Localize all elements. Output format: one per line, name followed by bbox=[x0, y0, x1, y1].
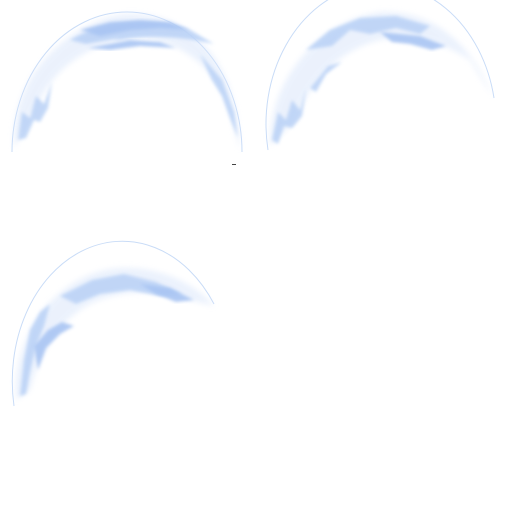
arc-streak-3d bbox=[140, 284, 194, 302]
arc-streak-2a bbox=[272, 88, 306, 144]
arc-streak-3c bbox=[60, 274, 182, 304]
slash-arc-frame-3 bbox=[11, 240, 215, 407]
slash-arc-frame-1 bbox=[11, 11, 243, 153]
arc-outline-2 bbox=[265, 0, 495, 151]
arc-streak-2b bbox=[306, 16, 430, 50]
arc-glow-1 bbox=[13, 13, 241, 150]
frame-marker bbox=[232, 164, 236, 165]
arc-glow-2 bbox=[269, 11, 492, 146]
arc-outline-3 bbox=[11, 240, 215, 407]
arc-streak-1a bbox=[18, 82, 52, 140]
arc-streak-1e bbox=[88, 40, 176, 50]
arc-streak-2d bbox=[310, 62, 342, 92]
arc-streak-2c bbox=[380, 32, 446, 50]
arc-streak-1c bbox=[80, 20, 190, 36]
slash-arc-frame-2 bbox=[265, 0, 495, 151]
arc-glow-3 bbox=[15, 267, 214, 400]
arc-streak-3b bbox=[34, 322, 74, 370]
